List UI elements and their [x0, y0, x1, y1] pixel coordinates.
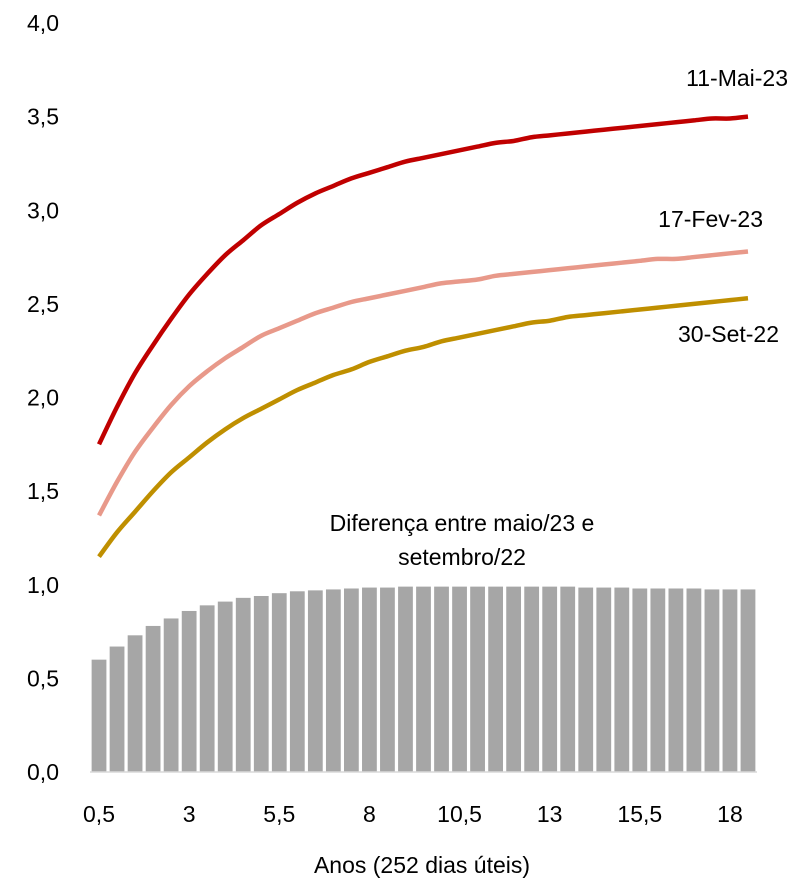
difference-bar	[542, 586, 558, 772]
difference-bar	[398, 586, 413, 772]
difference-bar	[289, 591, 305, 772]
x-tick-label: 13	[537, 801, 563, 827]
difference-bar	[524, 586, 540, 772]
difference-bar	[704, 589, 720, 772]
x-tick-label: 15,5	[617, 801, 662, 827]
x-tick-label: 10,5	[437, 801, 482, 827]
difference-bar	[163, 618, 179, 772]
difference-bar	[344, 588, 359, 772]
y-tick-label: 4,0	[27, 10, 59, 36]
difference-bar	[470, 586, 485, 772]
y-tick-label: 3,5	[27, 104, 59, 130]
y-axis: 0,0 0,5 1,0 1,5 2,0 2,5 3,0 3,5 4,0	[27, 10, 59, 785]
difference-bar	[416, 586, 431, 772]
x-tick-label: 8	[363, 801, 376, 827]
series-label-30-set-22: 30-Set-22	[678, 321, 779, 347]
y-tick-label: 3,0	[27, 197, 59, 223]
difference-bar	[217, 601, 233, 772]
difference-bar	[614, 587, 630, 772]
difference-bar	[235, 597, 251, 772]
x-tick-label: 0,5	[83, 801, 115, 827]
difference-bar	[650, 588, 666, 772]
series-line-11-mai-23	[96, 114, 749, 446]
series-line-30-set-22	[97, 296, 749, 559]
y-tick-label: 2,0	[27, 385, 59, 411]
difference-bar	[271, 593, 287, 772]
difference-bar	[434, 586, 449, 772]
difference-bar	[560, 586, 576, 772]
difference-bar	[506, 586, 522, 772]
series-label-11-mai-23: 11-Mai-23	[686, 65, 788, 91]
x-tick-label: 5,5	[263, 801, 295, 827]
difference-bar	[127, 635, 143, 772]
series-label-17-fev-23: 17-Fev-23	[658, 206, 763, 232]
difference-bar	[109, 646, 125, 772]
y-tick-label: 0,5	[27, 665, 59, 691]
y-tick-label: 2,5	[27, 291, 59, 317]
difference-bar	[452, 586, 467, 772]
difference-bar	[632, 588, 648, 772]
annotation-line-2: setembro/22	[398, 544, 526, 570]
difference-bar	[145, 625, 161, 772]
difference-bar	[578, 587, 594, 772]
difference-bar	[325, 589, 341, 772]
difference-bar	[686, 588, 702, 772]
difference-bar	[253, 595, 269, 772]
x-axis-title: Anos (252 dias úteis)	[314, 852, 530, 878]
series-lines	[96, 114, 749, 559]
x-tick-label: 18	[717, 801, 743, 827]
annotation-line-1: Diferença entre maio/23 e	[330, 510, 595, 536]
x-tick-label: 3	[183, 801, 196, 827]
series-line-17-fev-23	[97, 249, 749, 517]
difference-bar	[740, 589, 756, 772]
y-tick-label: 1,5	[27, 478, 59, 504]
difference-bars	[91, 586, 756, 772]
y-tick-label: 1,0	[27, 572, 59, 598]
difference-bar	[596, 587, 612, 772]
difference-bar	[722, 589, 738, 772]
y-tick-label: 0,0	[27, 759, 59, 785]
x-axis: 0,5 3 5,5 8 10,5 13 15,5 18	[83, 801, 743, 827]
difference-bar	[380, 587, 395, 772]
difference-bar	[488, 586, 503, 772]
difference-bar	[362, 587, 377, 772]
difference-bar	[199, 605, 215, 772]
difference-bar	[181, 610, 197, 772]
difference-bar	[91, 659, 107, 772]
difference-bar	[668, 588, 684, 772]
difference-bar	[307, 590, 323, 772]
